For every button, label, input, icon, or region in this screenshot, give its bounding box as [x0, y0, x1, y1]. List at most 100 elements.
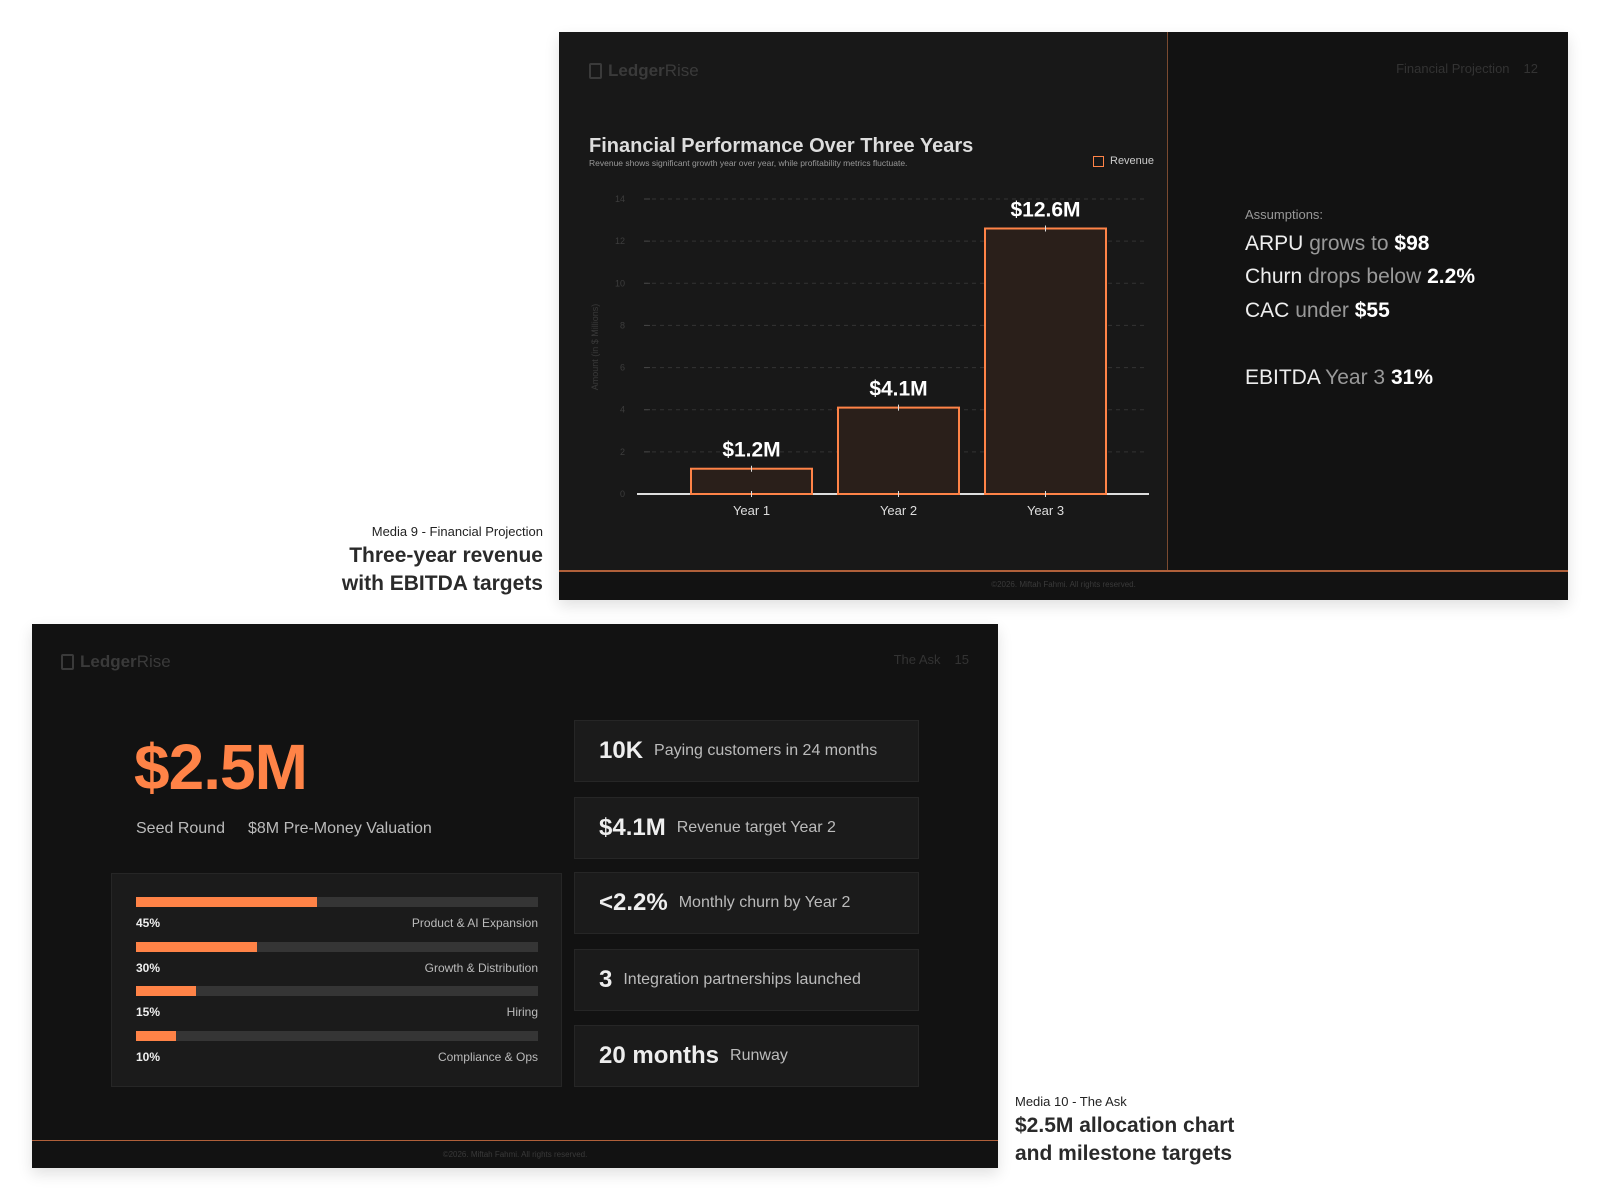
logo: LedgerRise	[61, 652, 171, 672]
milestone-value: 10K	[599, 737, 644, 764]
x-tick-label: Year 2	[880, 503, 917, 518]
milestone-card: $4.1M Revenue target Year 2	[574, 797, 919, 859]
milestone-text: Runway	[730, 1047, 788, 1064]
bar-value-label: $1.2M	[722, 439, 780, 462]
assumption-metric: ARPU	[1245, 232, 1304, 255]
milestone-value: $4.1M	[599, 814, 666, 841]
y-tick-label: 2	[620, 447, 625, 457]
revenue-chart: 0 2 4 6 8 10 12 14 $1.2M Year 1 $4.1M Year 2 $12.6M Y…	[615, 194, 1149, 518]
allocation-fill	[136, 942, 257, 952]
page-number: 12	[1523, 61, 1538, 76]
revenue-bar	[984, 227, 1107, 495]
y-tick-label: 6	[620, 363, 625, 373]
logo-light: Rise	[136, 652, 171, 671]
caption-title-line: and milestone targets	[1015, 1142, 1233, 1165]
allocation-category: Growth & Distribution	[424, 961, 538, 975]
assumption-desc: under	[1295, 299, 1349, 322]
allocation-bar	[136, 1031, 538, 1041]
raise-amount: $2.5M	[134, 731, 308, 803]
legend-label: Revenue	[1110, 155, 1155, 167]
assumption-desc: Year 3	[1325, 366, 1386, 389]
caption-media-9: Media 9 - Financial Projection Three-yea…	[342, 524, 543, 598]
logo-light: Rise	[664, 61, 699, 80]
assumption-desc: drops below	[1308, 265, 1422, 288]
section-name: Financial Projection	[1396, 61, 1510, 76]
assumption-value: 31%	[1390, 366, 1433, 389]
footer-copyright: ©2026. Miftah Fahmi. All rights reserved…	[442, 1150, 588, 1159]
round-type: Seed Round	[136, 820, 225, 837]
notebook-icon	[589, 63, 602, 79]
y-tick-label: 10	[615, 278, 625, 288]
revenue-bar	[690, 467, 813, 496]
slide-header-right: The Ask 15	[894, 652, 969, 667]
assumption-line: CAC under $55	[1245, 299, 1390, 323]
y-tick-label: 12	[615, 236, 625, 246]
milestone-value: 20 months	[599, 1042, 720, 1069]
revenue-bar	[837, 406, 960, 496]
caption-title-line: Three-year revenue	[349, 544, 543, 567]
chart-subtitle: Revenue shows significant growth year ov…	[589, 158, 908, 168]
assumption-value: $55	[1354, 299, 1390, 322]
footer-bar	[559, 572, 1568, 600]
logo-bold: Ledger	[80, 652, 137, 671]
right-panel	[1167, 32, 1568, 570]
caption-media-10: Media 10 - The Ask $2.5M allocation char…	[1015, 1094, 1234, 1168]
milestone-card: 10K Paying customers in 24 months	[574, 720, 919, 782]
assumption-value: 2.2%	[1427, 265, 1475, 288]
milestone-card: <2.2% Monthly churn by Year 2	[574, 872, 919, 934]
allocation-category: Hiring	[506, 1005, 538, 1019]
legend-swatch	[1093, 155, 1104, 167]
slide-header-right: Financial Projection 12	[1396, 61, 1538, 76]
caption-subtitle: Media 10 - The Ask	[1015, 1094, 1127, 1109]
footer-copyright: ©2026. Miftah Fahmi. All rights reserved…	[991, 580, 1136, 589]
y-tick-label: 0	[620, 489, 625, 499]
assumption-line: Churn drops below 2.2%	[1245, 265, 1475, 289]
notebook-icon	[61, 654, 74, 670]
allocation-bar	[136, 986, 538, 996]
milestone-text: Integration partnerships launched	[623, 971, 861, 988]
y-tick-label: 8	[620, 320, 625, 330]
assumption-metric: Churn	[1245, 265, 1303, 288]
assumption-value: $98	[1394, 232, 1430, 255]
x-tick-label: Year 3	[1027, 503, 1064, 518]
footer-divider	[559, 570, 1568, 572]
logo-bold: Ledger	[608, 61, 665, 80]
allocation-fill	[136, 1031, 177, 1041]
allocation-fill	[136, 897, 317, 907]
milestone-value: 3	[599, 966, 613, 993]
milestone-card: 20 months Runway	[574, 1025, 919, 1087]
allocation-bar	[136, 942, 538, 952]
allocation-percent: 30%	[136, 961, 161, 975]
allocation-panel	[111, 873, 562, 1087]
allocation-fill	[136, 986, 197, 996]
allocation-category: Product & AI Expansion	[411, 916, 538, 930]
y-tick-label: 4	[620, 405, 625, 415]
assumption-metric: CAC	[1245, 299, 1290, 322]
assumption-desc: grows to	[1309, 232, 1389, 255]
milestone-value: <2.2%	[599, 889, 668, 916]
assumption-line: ARPU grows to $98	[1245, 232, 1429, 256]
assumptions-label: Assumptions:	[1245, 207, 1324, 222]
caption-subtitle: Media 9 - Financial Projection	[371, 524, 543, 539]
milestone-text: Paying customers in 24 months	[654, 742, 878, 759]
allocation-percent: 10%	[136, 1050, 161, 1064]
bar-value-label: $4.1M	[869, 378, 927, 401]
footer-divider	[32, 1140, 998, 1141]
assumption-line: EBITDA Year 3 31%	[1245, 366, 1433, 390]
allocation-category: Compliance & Ops	[437, 1050, 538, 1064]
allocation-percent: 45%	[136, 916, 161, 930]
assumption-metric: EBITDA	[1245, 366, 1320, 389]
logo: LedgerRise	[589, 61, 699, 81]
x-tick-label: Year 1	[733, 503, 770, 518]
page-number: 15	[954, 652, 969, 667]
valuation: $8M Pre-Money Valuation	[248, 820, 432, 837]
caption-title-line: $2.5M allocation chart	[1015, 1114, 1235, 1137]
allocation-bar	[136, 897, 538, 907]
y-tick-label: 14	[615, 194, 625, 204]
milestone-text: Monthly churn by Year 2	[678, 894, 851, 911]
section-name: The Ask	[893, 652, 941, 667]
bar-value-label: $12.6M	[1010, 199, 1080, 222]
caption-title-line: with EBITDA targets	[341, 572, 543, 595]
milestone-card: 3 Integration partnerships launched	[574, 949, 919, 1011]
chart-legend: Revenue	[1093, 155, 1154, 167]
